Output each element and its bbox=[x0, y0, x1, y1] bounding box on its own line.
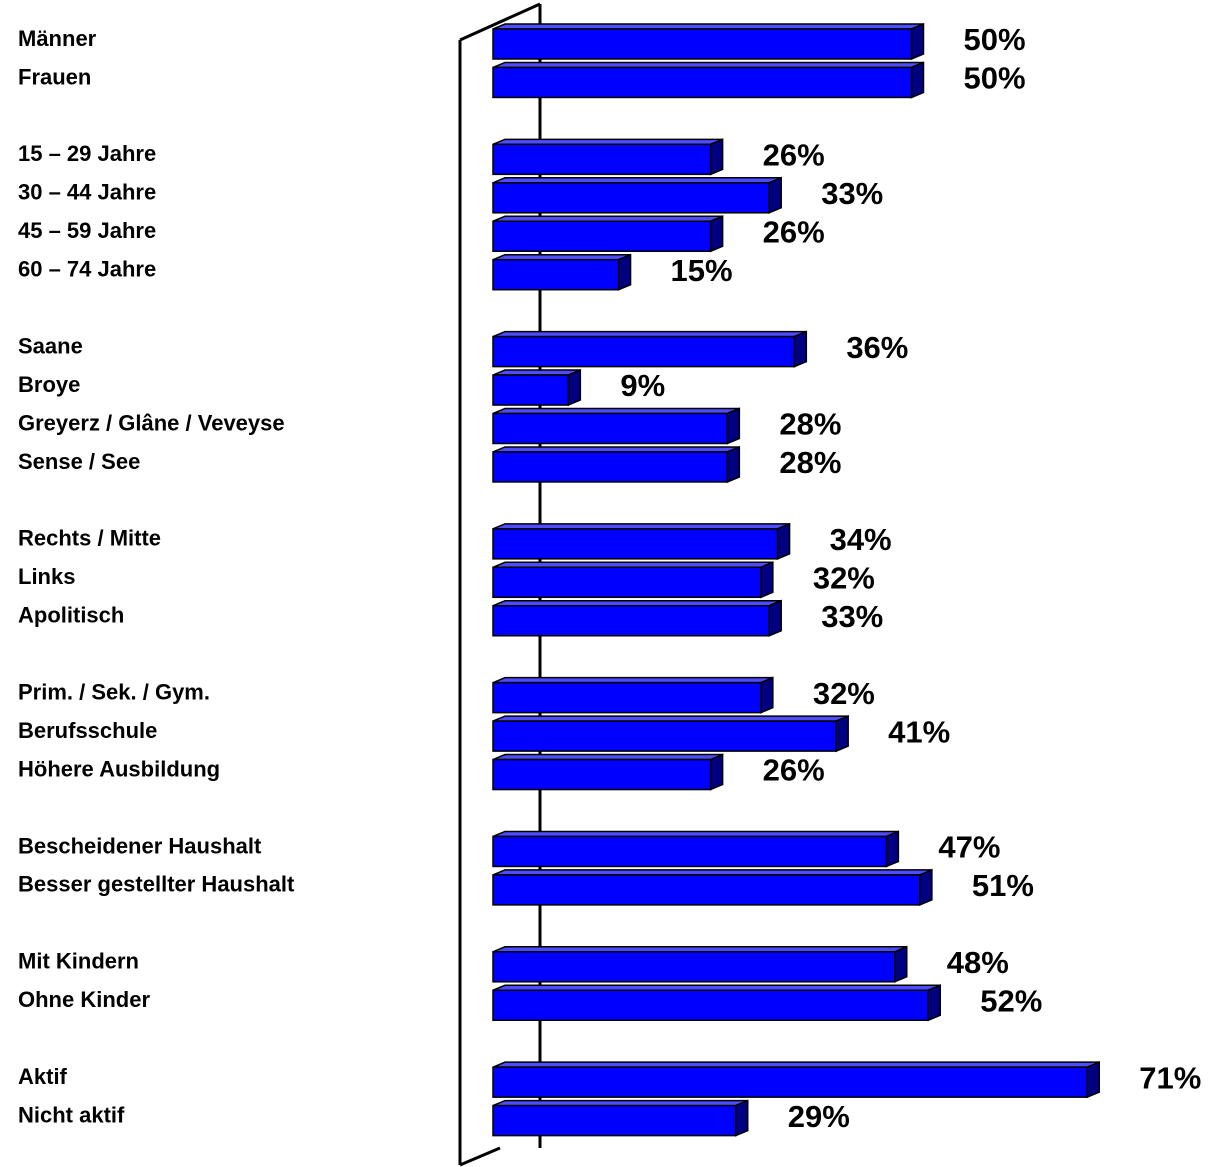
bar-side bbox=[793, 330, 808, 368]
bar bbox=[492, 335, 796, 368]
value-label: 33% bbox=[821, 176, 883, 211]
bar bbox=[492, 951, 896, 983]
bar bbox=[492, 605, 770, 637]
value-label: 47% bbox=[938, 830, 1000, 865]
value-label: 41% bbox=[888, 714, 950, 749]
category-label: Mit Kindern bbox=[18, 949, 139, 974]
value-label: 36% bbox=[846, 330, 908, 365]
category-label: Greyerz / Glâne / Veveyse bbox=[18, 410, 285, 435]
bar-side bbox=[927, 984, 941, 1022]
category-label: Apolitisch bbox=[18, 603, 124, 628]
category-label: Nicht aktif bbox=[18, 1102, 125, 1127]
value-label: 28% bbox=[779, 407, 841, 442]
value-label: 32% bbox=[813, 560, 875, 595]
bar-side bbox=[910, 61, 925, 99]
category-label: Aktif bbox=[18, 1064, 68, 1089]
axis-bottom-edge bbox=[459, 1146, 501, 1167]
bar-side bbox=[885, 830, 900, 868]
category-label: 30 – 44 Jahre bbox=[18, 180, 156, 205]
axis-top-edge bbox=[459, 2, 541, 42]
bar bbox=[492, 220, 712, 252]
bar bbox=[492, 989, 929, 1021]
bar-side bbox=[726, 407, 741, 445]
bar-side bbox=[760, 676, 774, 714]
bar-side bbox=[617, 253, 632, 291]
bar-side bbox=[919, 868, 933, 907]
category-label: Rechts / Mitte bbox=[18, 526, 161, 551]
category-label: Bescheidener Haushalt bbox=[18, 833, 262, 858]
bar bbox=[492, 182, 770, 214]
value-label: 26% bbox=[763, 138, 825, 173]
bar bbox=[492, 374, 570, 406]
bar-side bbox=[894, 945, 908, 983]
bar bbox=[492, 1104, 737, 1137]
bar-side bbox=[709, 138, 724, 176]
value-label: 51% bbox=[972, 868, 1034, 903]
bar-side bbox=[910, 22, 925, 61]
value-label: 26% bbox=[763, 753, 825, 788]
bar-side bbox=[567, 368, 582, 407]
category-label: Ohne Kinder bbox=[18, 987, 150, 1012]
bar bbox=[492, 720, 837, 752]
category-label: Sense / See bbox=[18, 449, 140, 474]
bar bbox=[492, 258, 620, 291]
bar bbox=[492, 143, 712, 176]
bar-side bbox=[768, 599, 782, 637]
bar bbox=[492, 451, 729, 483]
bar-side bbox=[1086, 1061, 1101, 1099]
value-label: 15% bbox=[671, 253, 733, 288]
bar bbox=[492, 412, 729, 445]
value-label: 71% bbox=[1139, 1060, 1201, 1095]
category-label: Höhere Ausbildung bbox=[18, 756, 220, 781]
category-label: 60 – 74 Jahre bbox=[18, 257, 156, 282]
value-label: 9% bbox=[620, 368, 665, 403]
bar-side bbox=[709, 753, 724, 791]
category-label: Saane bbox=[18, 333, 83, 358]
bar-side bbox=[709, 215, 724, 253]
bar-side bbox=[726, 445, 741, 484]
bar bbox=[492, 566, 762, 599]
bar bbox=[492, 66, 913, 99]
value-label: 50% bbox=[964, 61, 1026, 96]
value-label: 48% bbox=[947, 945, 1009, 980]
value-label: 52% bbox=[980, 983, 1042, 1018]
bar bbox=[492, 835, 888, 868]
bar-side bbox=[835, 714, 849, 753]
category-label: Prim. / Sek. / Gym. bbox=[18, 679, 210, 704]
bar-side bbox=[768, 176, 782, 214]
category-label: 45 – 59 Jahre bbox=[18, 218, 156, 243]
value-label: 33% bbox=[821, 599, 883, 634]
bar bbox=[492, 874, 921, 906]
value-label: 32% bbox=[813, 676, 875, 711]
bar-side bbox=[734, 1099, 749, 1137]
bar bbox=[492, 528, 779, 560]
category-label: 15 – 29 Jahre bbox=[18, 141, 156, 166]
bar-side bbox=[776, 522, 791, 560]
bar bbox=[492, 681, 762, 714]
category-label: Broye bbox=[18, 372, 80, 397]
category-label: Berufsschule bbox=[18, 718, 157, 743]
value-label: 50% bbox=[964, 22, 1026, 57]
value-label: 26% bbox=[763, 214, 825, 249]
bar bbox=[492, 1066, 1089, 1098]
category-label: Männer bbox=[18, 26, 97, 51]
bar bbox=[492, 28, 913, 60]
bar bbox=[492, 758, 712, 791]
value-label: 28% bbox=[779, 445, 841, 480]
value-label: 29% bbox=[788, 1099, 850, 1134]
value-label: 34% bbox=[830, 522, 892, 557]
category-label: Besser gestellter Haushalt bbox=[18, 872, 295, 897]
category-label: Links bbox=[18, 564, 75, 589]
category-label: Frauen bbox=[18, 64, 91, 89]
bar-side bbox=[760, 561, 774, 599]
